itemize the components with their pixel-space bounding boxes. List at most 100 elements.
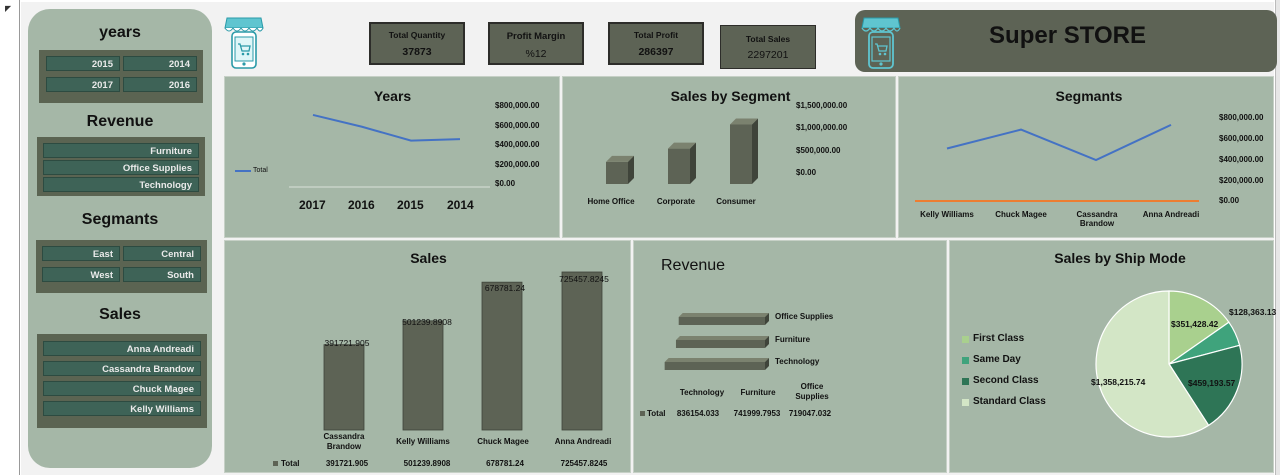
kpi-value: 2297201 xyxy=(747,49,789,61)
legend-line-swatch xyxy=(235,170,251,172)
slicer-item-segment[interactable]: Central xyxy=(123,246,201,261)
x-category-label: Kelly Williams xyxy=(920,210,974,219)
chart-title: Sales by Segment xyxy=(670,88,791,104)
y-tick-label: $400,000.00 xyxy=(495,140,540,149)
legend-swatch xyxy=(640,411,645,416)
pie-slice xyxy=(1095,290,1210,438)
kpi-value: 37873 xyxy=(402,46,432,58)
segmants-chart[interactable]: Segmants $800,000.00 $600,000.00 $400,00… xyxy=(898,76,1274,238)
revenue-chart[interactable]: Revenue Office Supplies Furniture Techno… xyxy=(633,240,947,473)
y-tick-label: $800,000.00 xyxy=(495,101,540,110)
store-icon xyxy=(861,14,901,70)
slicer-item-year[interactable]: 2016 xyxy=(123,77,197,92)
pie-slice xyxy=(1168,290,1230,366)
data-label: 678781.24 xyxy=(484,283,526,293)
x-category-label: Cassandra Brandow xyxy=(323,432,365,451)
slicer-item-salesperson[interactable]: Kelly Williams xyxy=(43,401,201,416)
x-category-label: 2015 xyxy=(397,198,424,212)
x-category-label: Anna Andreadi xyxy=(554,437,612,446)
y-tick-label: $600,000.00 xyxy=(1219,134,1264,143)
y-tick-label: $800,000.00 xyxy=(1219,113,1264,122)
table-value: 391721.905 xyxy=(325,459,369,468)
bar-top-face xyxy=(668,142,696,149)
series-line-blue xyxy=(946,123,1172,162)
y-category-label: Technology xyxy=(775,357,820,366)
y-tick-label: $200,000.00 xyxy=(1219,176,1264,185)
bar-side-face xyxy=(765,313,769,325)
bar xyxy=(678,317,765,325)
legend-swatch xyxy=(962,378,969,385)
bar-top-face xyxy=(664,358,769,362)
bar-top-face xyxy=(678,313,769,317)
sales-by-ship-mode-chart[interactable]: Sales by Ship Mode First Class Same Day … xyxy=(949,240,1276,473)
bar xyxy=(675,340,765,348)
kpi-label: Profit Margin xyxy=(506,31,566,42)
slicer-item-revenue[interactable]: Technology xyxy=(43,177,199,192)
slicer-item-salesperson[interactable]: Chuck Magee xyxy=(43,381,201,396)
slicer-item-year[interactable]: 2015 xyxy=(46,56,120,71)
sales-slicer: Anna Andreadi Cassandra Brandow Chuck Ma… xyxy=(37,334,207,428)
bar-top-face xyxy=(675,336,769,340)
legend-label: Total xyxy=(253,167,268,174)
bar xyxy=(481,281,523,431)
data-label: 501239.8908 xyxy=(402,317,452,327)
pie-slice xyxy=(1168,344,1243,427)
years-chart[interactable]: Years $800,000.00 $600,000.00 $400,000.0… xyxy=(224,76,560,238)
slicer-item-segment[interactable]: South xyxy=(123,267,201,282)
kpi-total-quantity: Total Quantity 37873 xyxy=(369,22,465,65)
legend-label: Same Day xyxy=(973,354,1021,365)
chart-title: Years xyxy=(373,88,412,104)
legend-swatch xyxy=(962,336,969,343)
chart-title: Sales xyxy=(410,250,447,266)
legend-swatch xyxy=(273,461,278,466)
x-category-label: Consumer xyxy=(716,197,756,206)
table-value: 725457.8245 xyxy=(560,459,608,468)
kpi-label: Total Quantity xyxy=(388,30,446,40)
bar-top-face xyxy=(606,155,634,162)
legend-label: Total xyxy=(647,409,666,418)
bar xyxy=(606,161,628,184)
bar xyxy=(402,320,444,431)
legend-swatch xyxy=(962,399,969,406)
y-tick-label: $0.00 xyxy=(495,179,516,188)
segments-slicer: East Central West South xyxy=(36,240,207,293)
table-value: 678781.24 xyxy=(486,459,524,468)
slicer-item-revenue[interactable]: Office Supplies xyxy=(43,160,199,175)
kpi-total-profit: Total Profit 286397 xyxy=(608,22,704,65)
slicer-item-segment[interactable]: East xyxy=(42,246,120,261)
y-tick-label: $400,000.00 xyxy=(1219,155,1264,164)
slicer-item-salesperson[interactable]: Anna Andreadi xyxy=(43,341,201,356)
revenue-slicer: Furniture Office Supplies Technology xyxy=(37,137,205,196)
kpi-total-sales: Total Sales 2297201 xyxy=(720,25,816,69)
bar xyxy=(561,271,603,431)
x-category-label: Cassandra Brandow xyxy=(1076,210,1118,228)
table-column-header: Technology xyxy=(679,388,725,397)
kpi-value: %12 xyxy=(525,48,547,60)
table-value: 719047.032 xyxy=(788,409,832,418)
legend-label: Standard Class xyxy=(973,396,1046,407)
kpi-value: 286397 xyxy=(638,46,674,58)
slicer-item-year[interactable]: 2017 xyxy=(46,77,120,92)
slicer-item-segment[interactable]: West xyxy=(42,267,120,282)
sales-chart[interactable]: Sales 391721.905 501239.8908 678781.24 7… xyxy=(224,240,631,473)
sales-slicer-title: Sales xyxy=(99,306,141,323)
triangle-icon: ◤ xyxy=(5,4,12,13)
sales-by-segment-chart[interactable]: Sales by Segment $1,500,000.00 $1,000,00… xyxy=(562,76,896,238)
slicer-item-salesperson[interactable]: Cassandra Brandow xyxy=(43,361,201,376)
years-slicer: 2015 2014 2017 2016 xyxy=(39,50,203,103)
y-tick-label: $0.00 xyxy=(796,168,817,177)
x-category-label: 2017 xyxy=(299,198,326,212)
x-category-label: Home Office xyxy=(587,197,635,206)
table-column-header: Office Supplies xyxy=(795,382,829,401)
series-line-total xyxy=(312,113,461,142)
slicer-item-year[interactable]: 2014 xyxy=(123,56,197,71)
legend-swatch xyxy=(962,357,969,364)
slicer-item-revenue[interactable]: Furniture xyxy=(43,143,199,158)
x-category-label: 2016 xyxy=(348,198,375,212)
x-category-label: 2014 xyxy=(447,198,474,212)
vertical-scrollbar[interactable] xyxy=(1275,0,1280,475)
bar-side-face xyxy=(690,142,696,184)
table-column-header: Furniture xyxy=(740,388,776,397)
table-value: 836154.033 xyxy=(676,409,720,418)
y-tick-label: $600,000.00 xyxy=(495,121,540,130)
